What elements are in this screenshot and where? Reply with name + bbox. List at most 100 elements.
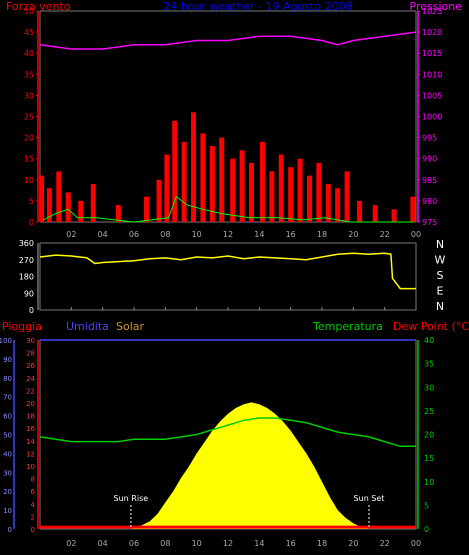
panel1-frame xyxy=(39,10,417,223)
wind-bar xyxy=(209,146,215,222)
panel2-tick-label: 180 xyxy=(19,273,34,282)
rain-tick-label: 4 xyxy=(31,501,36,509)
temperature-tick-label: 0 xyxy=(424,525,429,534)
rain-tick-label: 30 xyxy=(26,337,35,345)
temperature-tick-label: 30 xyxy=(424,383,434,392)
compass-label: W xyxy=(435,254,446,267)
panel3-x-tick-label: 00 xyxy=(411,539,421,548)
temperature-tick-label: 5 xyxy=(424,501,429,510)
wind-bar xyxy=(164,154,170,222)
temperature-tick-label: 15 xyxy=(424,454,434,463)
wind-bar xyxy=(90,184,96,222)
panel1-left-tick-label: 15 xyxy=(24,155,34,164)
humidity-tick-label: 20 xyxy=(3,488,12,496)
panel1-x-tick-label: 22 xyxy=(380,230,390,239)
humidity-tick-label: 30 xyxy=(3,469,12,477)
panel3-dewpoint-label: Dew Point (°C) xyxy=(393,320,469,333)
temperature-tick-label: 40 xyxy=(424,336,434,345)
panel1-x-tick-label: 18 xyxy=(317,230,327,239)
solar-area xyxy=(40,402,416,529)
panel3-x-tick-label: 08 xyxy=(160,539,170,548)
compass-label: N xyxy=(436,300,444,313)
panel3-humidity-label: Umidita xyxy=(66,320,109,333)
panel3-x-tick-label: 04 xyxy=(98,539,108,548)
wind-bar xyxy=(39,175,45,222)
panel1-left-tick-label: 10 xyxy=(24,176,34,185)
wind-bar xyxy=(78,200,84,222)
panel3-x-tick-label: 10 xyxy=(192,539,202,548)
wind-bar xyxy=(219,137,225,222)
panel1-left-tick-label: 25 xyxy=(24,113,34,122)
rain-tick-label: 18 xyxy=(26,413,35,421)
panel1-left-tick-label: 30 xyxy=(24,91,34,100)
temperature-tick-label: 25 xyxy=(424,407,434,416)
panel1-right-tick-label: 1025 xyxy=(422,7,442,16)
panel1-right-tick-label: 975 xyxy=(422,218,437,227)
humidity-tick-label: 80 xyxy=(3,375,12,383)
wind-bar xyxy=(357,200,363,222)
panel2-tick-label: 360 xyxy=(19,239,34,248)
rain-tick-label: 24 xyxy=(26,375,35,383)
panel1-right-tick-label: 1015 xyxy=(422,49,442,58)
wind-bar xyxy=(115,205,121,222)
rain-tick-label: 6 xyxy=(31,488,36,496)
wind-bar xyxy=(297,158,303,222)
wind-bar xyxy=(230,158,236,222)
gust-line xyxy=(42,195,413,223)
humidity-tick-label: 70 xyxy=(3,394,12,402)
wind-bar xyxy=(269,171,275,222)
panel3-solar-label: Solar xyxy=(116,320,145,333)
humidity-tick-label: 40 xyxy=(3,450,12,458)
panel1-right-tick-label: 985 xyxy=(422,176,437,185)
panel1-left-tick-label: 0 xyxy=(29,218,34,227)
rain-tick-label: 14 xyxy=(26,438,35,446)
wind-bar xyxy=(156,179,162,222)
wind-bar xyxy=(410,196,416,222)
humidity-tick-label: 10 xyxy=(3,507,12,515)
wind-bar xyxy=(316,162,322,222)
humidity-tick-label: 0 xyxy=(8,526,12,534)
rain-tick-label: 12 xyxy=(26,450,35,458)
panel1-right-label: Pressione xyxy=(410,0,463,13)
panel2-tick-label: 90 xyxy=(24,289,34,298)
panel1-x-tick-label: 02 xyxy=(66,230,76,239)
panel3-x-tick-label: 18 xyxy=(317,539,327,548)
panel1-title: 24 hour weather - 19 Agosto 2008 xyxy=(163,0,352,13)
panel1-x-tick-label: 12 xyxy=(223,230,233,239)
wind-bar xyxy=(325,184,331,222)
wind-bar xyxy=(200,133,206,222)
panel3-x-tick-label: 14 xyxy=(254,539,264,548)
humidity-tick-label: 50 xyxy=(3,432,12,440)
panel1-x-tick-label: 20 xyxy=(348,230,358,239)
rain-tick-label: 16 xyxy=(26,425,35,433)
panel1-right-tick-label: 1020 xyxy=(422,28,442,37)
humidity-tick-label: 100 xyxy=(0,337,12,345)
temperature-tick-label: 35 xyxy=(424,360,434,369)
wind-bar xyxy=(278,154,284,222)
humidity-tick-label: 90 xyxy=(3,356,12,364)
panel1-left-tick-label: 50 xyxy=(24,7,34,16)
panel3-rain-label: Pioggia xyxy=(2,320,42,333)
wind-bar xyxy=(144,196,150,222)
wind-bar xyxy=(391,209,397,222)
wind-bar xyxy=(65,192,71,222)
compass-label: E xyxy=(437,285,444,298)
panel1-x-tick-label: 00 xyxy=(411,230,421,239)
wind-bar xyxy=(306,175,312,222)
compass-label: S xyxy=(437,269,444,282)
panel1-left-tick-label: 20 xyxy=(24,134,34,143)
panel1-right-tick-label: 1000 xyxy=(422,113,442,122)
temperature-tick-label: 20 xyxy=(424,431,434,440)
rain-tick-label: 2 xyxy=(31,513,35,521)
panel1-x-tick-label: 04 xyxy=(98,230,108,239)
panel3-x-tick-label: 06 xyxy=(129,539,139,548)
sunrise-label: Sun Rise xyxy=(114,494,149,503)
panel1-x-tick-label: 10 xyxy=(192,230,202,239)
wind-bar xyxy=(249,162,254,222)
wind-bar xyxy=(181,141,187,222)
panel1-right-tick-label: 990 xyxy=(422,155,437,164)
panel1-left-tick-label: 5 xyxy=(29,197,34,206)
wind-bar xyxy=(46,188,52,222)
sunset-label: Sun Set xyxy=(354,494,385,503)
wind-bar xyxy=(259,141,265,222)
